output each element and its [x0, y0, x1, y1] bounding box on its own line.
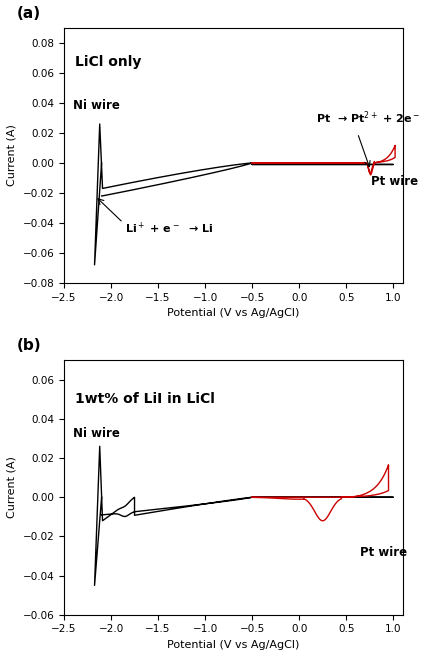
Text: (b): (b) — [17, 338, 41, 353]
X-axis label: Potential (V vs Ag/AgCl): Potential (V vs Ag/AgCl) — [167, 308, 299, 318]
Text: Ni wire: Ni wire — [73, 426, 120, 440]
Text: LiCl only: LiCl only — [75, 55, 142, 68]
Y-axis label: Current (A): Current (A) — [7, 457, 17, 518]
Text: (a): (a) — [17, 6, 41, 21]
X-axis label: Potential (V vs Ag/AgCl): Potential (V vs Ag/AgCl) — [167, 640, 299, 650]
Text: Pt  → Pt$^{2+}$ + 2e$^-$: Pt → Pt$^{2+}$ + 2e$^-$ — [316, 109, 420, 126]
Text: Li$^+$ + e$^-$  → Li: Li$^+$ + e$^-$ → Li — [125, 221, 214, 237]
Y-axis label: Current (A): Current (A) — [7, 125, 17, 187]
Text: 1wt% of LiI in LiCl: 1wt% of LiI in LiCl — [75, 392, 215, 406]
Text: Pt wire: Pt wire — [371, 175, 418, 189]
Text: Pt wire: Pt wire — [360, 546, 408, 559]
Text: Ni wire: Ni wire — [73, 99, 120, 112]
